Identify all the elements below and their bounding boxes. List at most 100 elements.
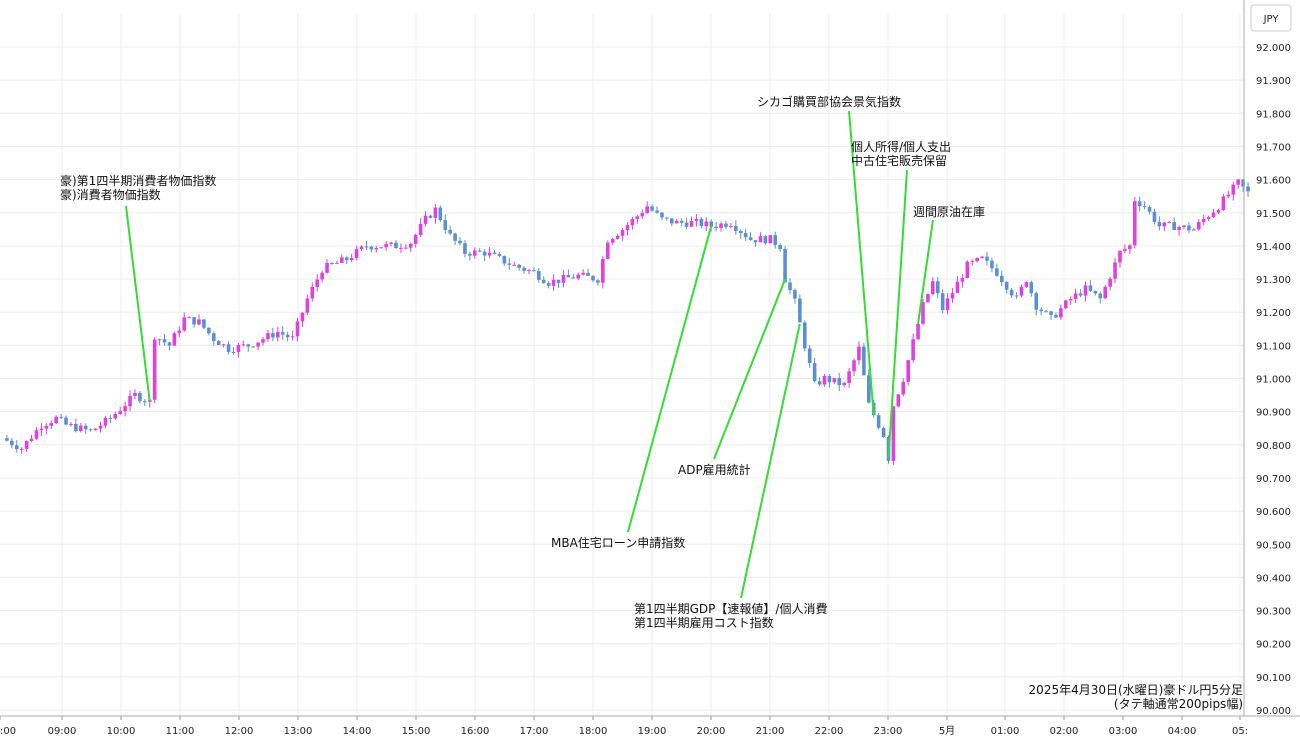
candle-body bbox=[916, 323, 920, 340]
candle-body bbox=[211, 333, 216, 341]
candle-body bbox=[256, 342, 260, 347]
candle-up bbox=[236, 343, 241, 358]
candle-body bbox=[187, 317, 191, 319]
candle-up bbox=[276, 326, 280, 342]
candle-up bbox=[305, 294, 310, 316]
candle-up bbox=[926, 293, 930, 303]
candle-body bbox=[778, 244, 782, 250]
candle-down bbox=[753, 240, 758, 247]
candle-down bbox=[724, 220, 728, 230]
candle-body bbox=[394, 242, 398, 249]
candle-body bbox=[1216, 210, 1221, 213]
candle-body bbox=[276, 332, 280, 338]
candle-body bbox=[1103, 286, 1107, 299]
candle-body bbox=[162, 339, 167, 343]
candle-down bbox=[285, 331, 290, 342]
candle-body bbox=[655, 210, 659, 213]
annotation-label: シカゴ購買部協会景気指数 bbox=[757, 94, 901, 109]
candle-body bbox=[699, 218, 704, 227]
candle-up bbox=[1236, 178, 1240, 189]
candle-body bbox=[340, 257, 344, 263]
candle-body bbox=[487, 252, 492, 256]
candle-body bbox=[561, 274, 566, 283]
y-tick-label: 91.900 bbox=[1256, 76, 1291, 87]
candle-body bbox=[734, 226, 738, 231]
candle-body bbox=[1236, 179, 1240, 185]
candle-body bbox=[1059, 308, 1063, 318]
candle-body bbox=[512, 264, 516, 266]
candle-body bbox=[325, 263, 329, 273]
candle-up bbox=[399, 243, 403, 254]
x-tick-label: 04:00 bbox=[1168, 726, 1197, 737]
candle-down bbox=[738, 229, 743, 239]
event-annotation: 週間原油在庫 bbox=[913, 205, 985, 324]
candle-up bbox=[1162, 222, 1167, 232]
candle-down bbox=[330, 262, 334, 265]
candle-body bbox=[1054, 314, 1058, 318]
candle-up bbox=[847, 367, 851, 388]
annotation-label: 第1四半期雇用コスト指数 bbox=[634, 615, 774, 630]
candle-down bbox=[1172, 217, 1176, 231]
candle-up bbox=[113, 411, 118, 420]
candle-up bbox=[413, 233, 418, 248]
candle-body bbox=[1137, 201, 1142, 207]
candle-up bbox=[29, 434, 34, 442]
candle-body bbox=[753, 240, 758, 243]
candle-body bbox=[551, 279, 556, 286]
candle-body bbox=[49, 423, 54, 426]
candle-body bbox=[463, 243, 467, 254]
candle-down bbox=[596, 278, 600, 286]
x-tick-label: 10:00 bbox=[107, 726, 136, 737]
candle-up bbox=[891, 405, 896, 465]
annotation-line bbox=[740, 323, 801, 599]
candle-up bbox=[1019, 284, 1024, 298]
candle-body bbox=[881, 427, 886, 437]
candle-body bbox=[1221, 196, 1226, 211]
candle-body bbox=[113, 414, 118, 419]
candle-body bbox=[19, 448, 24, 450]
candle-down bbox=[1034, 291, 1039, 316]
candle-body bbox=[108, 417, 113, 419]
candle-body bbox=[601, 258, 605, 283]
candle-down bbox=[1009, 287, 1014, 299]
candle-body bbox=[1029, 282, 1034, 294]
candle-body bbox=[438, 207, 443, 221]
candle-up bbox=[822, 374, 827, 387]
candle-body bbox=[817, 381, 822, 385]
candle-body bbox=[1231, 184, 1236, 195]
candle-up bbox=[320, 270, 324, 283]
candle-body bbox=[197, 319, 201, 325]
candle-up bbox=[404, 244, 408, 250]
candle-body bbox=[389, 242, 393, 244]
candle-body bbox=[625, 225, 630, 231]
candle-body bbox=[295, 321, 300, 337]
candle-down bbox=[1098, 291, 1103, 304]
candle-body bbox=[10, 440, 14, 446]
candle-body bbox=[128, 395, 132, 407]
candle-down bbox=[507, 257, 512, 270]
candle-up bbox=[605, 240, 610, 260]
candle-body bbox=[674, 220, 679, 224]
candle-body bbox=[477, 250, 482, 252]
candle-up bbox=[340, 254, 344, 264]
candle-body bbox=[74, 423, 78, 432]
y-tick-label: 90.900 bbox=[1256, 408, 1291, 419]
candle-down bbox=[202, 319, 206, 330]
candle-body bbox=[202, 319, 206, 328]
candle-down bbox=[522, 266, 526, 274]
candle-body bbox=[517, 264, 521, 268]
candle-up bbox=[758, 232, 763, 243]
annotation-line bbox=[713, 278, 787, 460]
candle-down bbox=[837, 373, 842, 391]
candle-up bbox=[172, 331, 177, 346]
candles bbox=[5, 178, 1250, 465]
candle-body bbox=[1132, 201, 1137, 246]
candle-body bbox=[812, 363, 817, 382]
candle-body bbox=[271, 333, 275, 338]
candle-down bbox=[990, 257, 994, 273]
candle-body bbox=[88, 429, 93, 431]
candle-up bbox=[625, 222, 630, 236]
candle-up bbox=[630, 216, 635, 230]
candle-body bbox=[955, 281, 960, 294]
candle-body bbox=[482, 251, 487, 256]
